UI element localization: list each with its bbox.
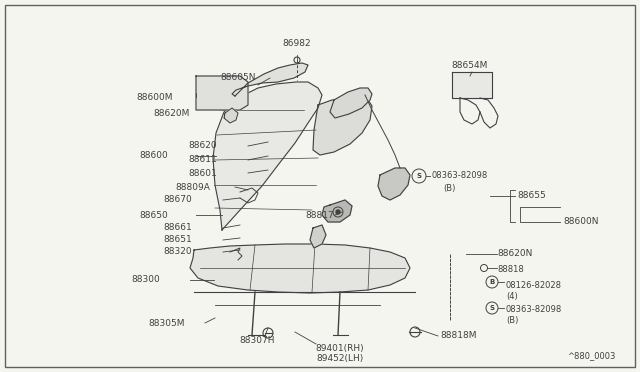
Text: (B): (B) [443,183,456,192]
Text: 89401(RH): 89401(RH) [316,344,364,353]
Text: 88654M: 88654M [452,61,488,70]
Text: 88661: 88661 [163,224,192,232]
Circle shape [336,210,340,214]
Text: 08126-82028: 08126-82028 [506,280,562,289]
Text: 88307H: 88307H [239,336,275,345]
Text: 88809A: 88809A [175,183,210,192]
Text: 88620N: 88620N [497,250,532,259]
Text: 88620M: 88620M [153,109,189,119]
Text: (4): (4) [506,292,518,301]
Text: (B): (B) [506,317,518,326]
Text: 86982: 86982 [283,39,311,48]
Text: 89452(LH): 89452(LH) [316,354,364,363]
Text: 88670: 88670 [163,196,192,205]
Polygon shape [232,63,308,96]
Text: 88600: 88600 [139,151,168,160]
Text: 88300: 88300 [131,276,160,285]
Text: 88611: 88611 [188,155,217,164]
Text: 88817: 88817 [306,211,334,219]
Polygon shape [378,168,410,200]
Text: S: S [417,173,422,179]
Text: 88600M: 88600M [136,93,173,102]
Text: 08363-82098: 08363-82098 [432,171,488,180]
Text: 88655: 88655 [517,192,546,201]
Polygon shape [322,200,352,222]
Polygon shape [452,72,492,98]
Text: S: S [490,305,495,311]
Text: 88600N: 88600N [563,218,598,227]
Polygon shape [224,108,238,123]
Polygon shape [330,88,372,118]
Polygon shape [196,76,248,110]
Polygon shape [310,225,326,248]
Text: 88651: 88651 [163,235,192,244]
Polygon shape [190,244,410,293]
Text: 88601: 88601 [188,169,217,177]
Text: 08363-82098: 08363-82098 [506,305,563,314]
Text: 88320: 88320 [163,247,191,257]
Text: 88650: 88650 [139,211,168,219]
Text: B: B [490,279,495,285]
Text: 88818: 88818 [497,266,524,275]
Text: 88605N: 88605N [220,74,255,83]
Text: 88620: 88620 [188,141,216,151]
Text: ^880_0003: ^880_0003 [566,351,615,360]
Polygon shape [313,98,372,155]
Text: 88305M: 88305M [148,318,184,327]
Text: 88818M: 88818M [440,331,477,340]
Polygon shape [213,82,322,230]
